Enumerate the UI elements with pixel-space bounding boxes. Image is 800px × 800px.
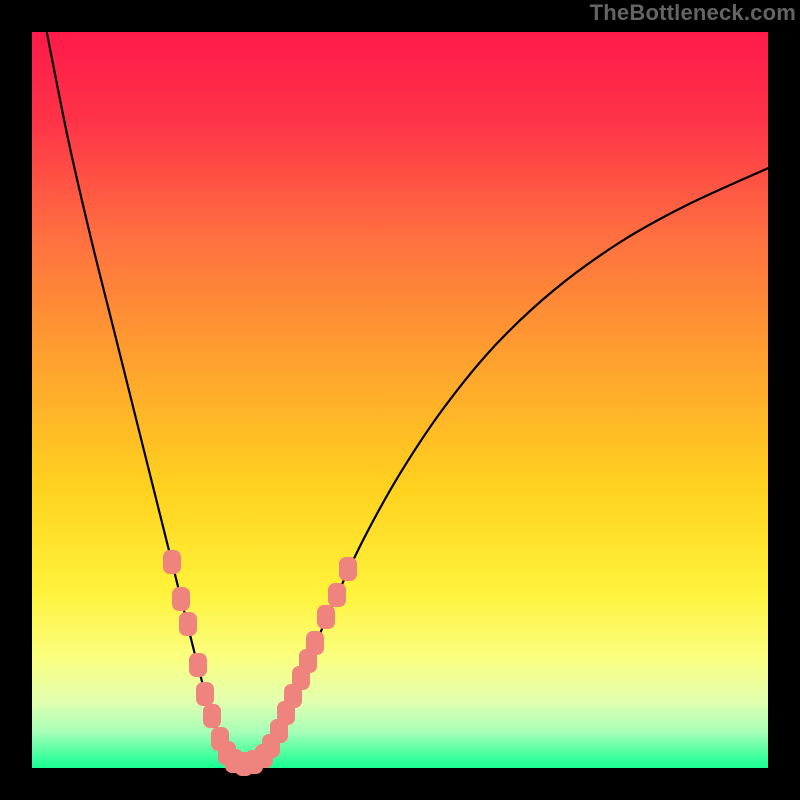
data-marker <box>179 612 197 636</box>
data-marker <box>203 704 221 728</box>
data-marker <box>328 583 346 607</box>
data-marker <box>317 605 335 629</box>
markers-layer <box>32 32 768 768</box>
chart-container: TheBottleneck.com <box>0 0 800 800</box>
data-marker <box>339 557 357 581</box>
data-marker <box>189 653 207 677</box>
plot-area <box>32 32 768 768</box>
data-marker <box>196 682 214 706</box>
data-marker <box>172 587 190 611</box>
watermark-text: TheBottleneck.com <box>590 0 796 26</box>
data-marker <box>306 631 324 655</box>
data-marker <box>163 550 181 574</box>
